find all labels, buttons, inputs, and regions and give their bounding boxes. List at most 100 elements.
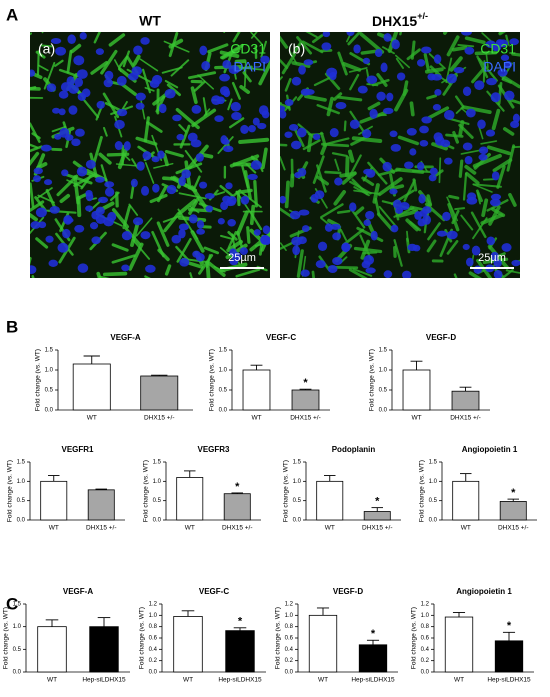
nucleus xyxy=(260,55,270,64)
y-tick-label: 0.4 xyxy=(285,647,294,653)
nucleus xyxy=(436,230,448,237)
significance: * xyxy=(507,620,512,632)
vessel xyxy=(164,149,184,158)
vessel xyxy=(30,145,43,153)
vessel xyxy=(30,122,41,143)
vessel xyxy=(132,54,141,66)
nucleus xyxy=(104,70,114,81)
nucleus xyxy=(382,107,394,115)
bar xyxy=(451,390,480,411)
x-tick-label: DHX15 +/- xyxy=(222,525,253,532)
vessel xyxy=(381,200,393,205)
vessel xyxy=(296,36,313,55)
nucleus xyxy=(288,124,299,131)
nucleus xyxy=(495,39,505,48)
vessel xyxy=(249,211,263,231)
vessel xyxy=(447,202,460,232)
vessel xyxy=(506,144,516,172)
nucleus xyxy=(123,141,131,151)
y-axis-label: Fold change (vs. WT) xyxy=(7,460,14,522)
nucleus xyxy=(30,69,36,77)
nucleus xyxy=(389,130,398,138)
bar xyxy=(358,644,388,673)
bar xyxy=(37,626,67,673)
nucleus xyxy=(228,65,240,75)
vessel xyxy=(353,246,383,254)
vessel xyxy=(223,32,226,34)
vessel xyxy=(30,182,35,208)
vessel xyxy=(30,256,32,266)
vessel xyxy=(447,117,470,126)
vessel xyxy=(393,239,403,267)
vessel xyxy=(324,170,342,175)
vessel xyxy=(51,125,67,133)
nucleus xyxy=(332,256,343,266)
y-tick-label: 0.0 xyxy=(17,518,26,524)
scale-bar-label: 25µm xyxy=(228,252,256,264)
vessel xyxy=(31,132,41,140)
vessel xyxy=(403,179,416,202)
vessel xyxy=(250,32,263,45)
vessel xyxy=(352,268,373,277)
nucleus xyxy=(201,60,211,71)
y-tick-label: 0.8 xyxy=(285,624,294,630)
nucleus xyxy=(491,171,500,181)
vessel xyxy=(424,67,444,74)
nucleus xyxy=(54,133,62,140)
vessel xyxy=(377,168,401,177)
x-tick-label: DHX15 +/- xyxy=(144,415,175,422)
nucleus xyxy=(280,195,287,204)
y-tick-label: 1.0 xyxy=(285,613,294,619)
nucleus xyxy=(64,134,74,141)
nucleus xyxy=(418,194,426,204)
vessel xyxy=(446,35,460,57)
vessel xyxy=(351,136,383,143)
y-tick-label: 1.5 xyxy=(153,460,162,466)
nucleus xyxy=(33,175,42,183)
nucleus xyxy=(95,48,104,55)
y-tick-label: 1.2 xyxy=(421,602,430,608)
y-tick-label: 0.5 xyxy=(293,498,302,504)
chart-title: VEGF-A xyxy=(110,333,140,342)
vessel xyxy=(203,246,220,255)
nucleus xyxy=(292,245,301,256)
nucleus xyxy=(399,201,410,211)
image-tag: (b) xyxy=(288,41,305,57)
vessel xyxy=(170,59,190,77)
nucleus xyxy=(365,267,376,274)
vessel xyxy=(301,40,324,54)
nucleus xyxy=(346,32,355,36)
nucleus xyxy=(204,192,215,199)
vessel xyxy=(177,198,197,216)
vessel xyxy=(178,192,207,200)
vessel xyxy=(320,143,328,156)
x-tick-label: DHX15 +/- xyxy=(498,525,529,532)
bar xyxy=(363,511,391,521)
nucleus xyxy=(357,85,368,94)
vessel xyxy=(236,193,241,207)
vessel xyxy=(423,52,430,72)
vessel xyxy=(409,101,415,117)
vessel xyxy=(30,212,38,222)
nucleus xyxy=(76,69,88,79)
image-tag: (a) xyxy=(38,41,55,57)
vessel xyxy=(70,43,82,54)
vessel xyxy=(162,153,169,167)
vessel xyxy=(427,222,441,241)
nucleus xyxy=(301,225,310,232)
vessel xyxy=(250,32,258,39)
nucleus xyxy=(374,48,383,58)
vessel xyxy=(395,57,404,69)
nucleus xyxy=(289,210,301,220)
chart-title: Angiopoietin 1 xyxy=(456,587,512,596)
vessel xyxy=(475,189,483,203)
vessel xyxy=(98,152,112,165)
bar xyxy=(72,363,111,411)
bar xyxy=(89,626,119,673)
micrographs: (a) CD31 DAPI 25µm (b) CD31 DAPI 25µm xyxy=(30,32,520,278)
vessel xyxy=(56,174,79,197)
vessel xyxy=(64,173,93,185)
vessel xyxy=(458,159,464,178)
vessel xyxy=(361,176,375,187)
vessel xyxy=(334,158,340,172)
